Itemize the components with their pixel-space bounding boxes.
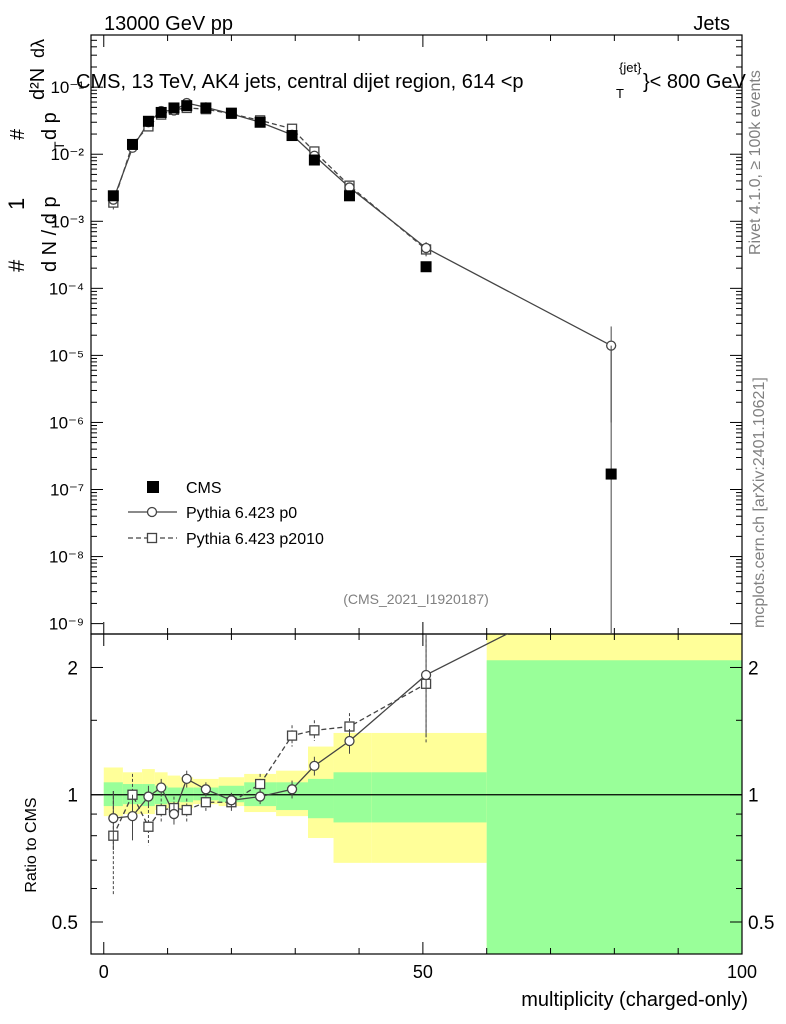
- y-tick-label: 10⁻⁷: [50, 481, 84, 500]
- plot-title: CMS, 13 TeV, AK4 jets, central dijet reg…: [76, 60, 747, 101]
- marker-cms: [286, 130, 298, 142]
- marker-cms: [181, 100, 193, 112]
- title-subscript: T: [616, 86, 624, 101]
- ratio-y-tick-label: 1: [67, 786, 78, 807]
- marker-cms: [343, 190, 355, 202]
- header-left: 13000 GeV pp: [104, 13, 233, 35]
- ratio-marker-p2010: [143, 821, 154, 832]
- ylabel-d2n: d²N: [27, 68, 49, 100]
- marker-cms: [420, 261, 432, 273]
- marker-cms: [168, 102, 180, 114]
- marker-cms: [605, 468, 617, 480]
- marker-cms: [200, 102, 212, 114]
- marker-p0: [420, 242, 432, 254]
- top-panel-series: [107, 97, 617, 634]
- ratio-marker-p2010: [309, 725, 320, 736]
- ratio-marker-p2010: [200, 797, 212, 808]
- ylabel-pt-sub: T: [51, 141, 67, 150]
- ratio-marker-p0: [344, 735, 355, 747]
- ratio-marker-p2010: [181, 804, 192, 816]
- title-superscript: {jet}: [619, 60, 642, 75]
- ratio-marker-p0: [420, 669, 432, 681]
- ratio-ylabel: Ratio to CMS: [23, 797, 40, 892]
- ylabel-dlambda: dλ: [28, 39, 48, 58]
- ratio-marker-p0: [200, 784, 212, 795]
- ratio-marker-p0: [286, 784, 298, 795]
- ratio-marker-p0: [254, 791, 266, 802]
- title-main: CMS, 13 TeV, AK4 jets, central dijet reg…: [76, 71, 524, 93]
- header-right: Jets: [693, 13, 730, 35]
- y-tick-label: 10⁻¹: [50, 78, 84, 97]
- ratio-y-tick-label-right: 2: [748, 658, 759, 679]
- marker-cms: [308, 154, 320, 166]
- legend: CMS Pythia 6.423 p0 Pythia 6.423 p2010: [128, 480, 324, 548]
- ratio-marker-p2010: [286, 730, 298, 741]
- analysis-id-watermark: (CMS_2021_I1920187): [343, 591, 489, 607]
- band-inner: [333, 772, 372, 823]
- ratio-y-tick-label: 0.5: [52, 913, 78, 934]
- title-end: }< 800 GeV: [643, 71, 747, 93]
- marker-cms: [126, 138, 138, 150]
- marker-cms: [155, 106, 167, 118]
- bottom-panel-frame: [90, 633, 743, 955]
- y-tick-label: 10⁻⁵: [49, 346, 84, 365]
- legend-label-p0: Pythia 6.423 p0: [186, 505, 297, 522]
- ratio-marker-p0: [127, 810, 138, 822]
- line-p0: [112, 102, 612, 347]
- marker-cms: [142, 115, 154, 127]
- axis-tick-labels: 0 50 10010⁻⁹10⁻⁸10⁻⁷10⁻⁶10⁻⁵10⁻⁴10⁻³10⁻²10…: [49, 78, 775, 982]
- marker-cms: [107, 190, 119, 202]
- ratio-marker-p2010: [156, 804, 167, 816]
- y-tick-label: 10⁻⁸: [49, 548, 84, 567]
- legend-marker-p0: [146, 506, 158, 518]
- y-tick-label: 10⁻⁴: [49, 279, 84, 298]
- band-inner: [486, 660, 742, 954]
- ratio-y-tick-label-right: 1: [748, 786, 759, 807]
- marker-cms: [254, 116, 266, 128]
- ylabel-hash: #: [4, 259, 29, 272]
- ylabel-one: 1: [4, 198, 29, 210]
- y-tick-label: 10⁻⁶: [49, 413, 84, 432]
- line-p2010: [112, 107, 427, 250]
- top-ylabel: # d N / d p T 1 # d²N d p dλ: [4, 39, 67, 272]
- mcplots-credit-label: mcplots.cern.ch [arXiv:2401.10621]: [751, 377, 768, 628]
- ratio-marker-p0: [168, 808, 180, 820]
- cms-uncertainty-bands: [103, 634, 742, 954]
- y-tick-label: 10⁻²: [50, 145, 84, 164]
- ylabel-hash2: #: [7, 128, 29, 140]
- band-inner: [308, 778, 334, 819]
- ratio-panel-series: [108, 634, 509, 895]
- x-tick-label: 0: [99, 962, 109, 982]
- marker-cms: [225, 107, 237, 119]
- ratio-y-tick-label: 2: [67, 658, 78, 679]
- rivet-version-label: Rivet 4.1.0, ≥ 100k events: [747, 70, 764, 255]
- ratio-marker-p0: [181, 773, 192, 785]
- ylabel-dpt: d p: [39, 112, 61, 140]
- ratio-marker-p0: [108, 813, 119, 824]
- ratio-marker-p0: [226, 795, 237, 806]
- ratio-marker-p0: [143, 791, 154, 802]
- legend-marker-p2010: [146, 532, 158, 544]
- ratio-marker-p0: [309, 760, 320, 772]
- y-tick-label: 10⁻⁹: [49, 615, 84, 634]
- x-tick-label: 50: [413, 962, 433, 982]
- legend-label-cms: CMS: [186, 480, 222, 497]
- y-tick-label: 10⁻³: [50, 212, 84, 231]
- ratio-marker-p0: [156, 782, 167, 793]
- legend-marker-cms: [147, 481, 159, 493]
- ratio-marker-p2010: [254, 778, 266, 790]
- ratio-y-tick-label-right: 0.5: [748, 913, 774, 934]
- x-tick-label: 100: [727, 962, 757, 982]
- ylabel-dn-dpt: d N / d p: [39, 196, 61, 272]
- x-axis-label: multiplicity (charged-only): [521, 989, 748, 1011]
- legend-label-p2010: Pythia 6.423 p2010: [186, 531, 324, 548]
- band-inner: [371, 772, 487, 823]
